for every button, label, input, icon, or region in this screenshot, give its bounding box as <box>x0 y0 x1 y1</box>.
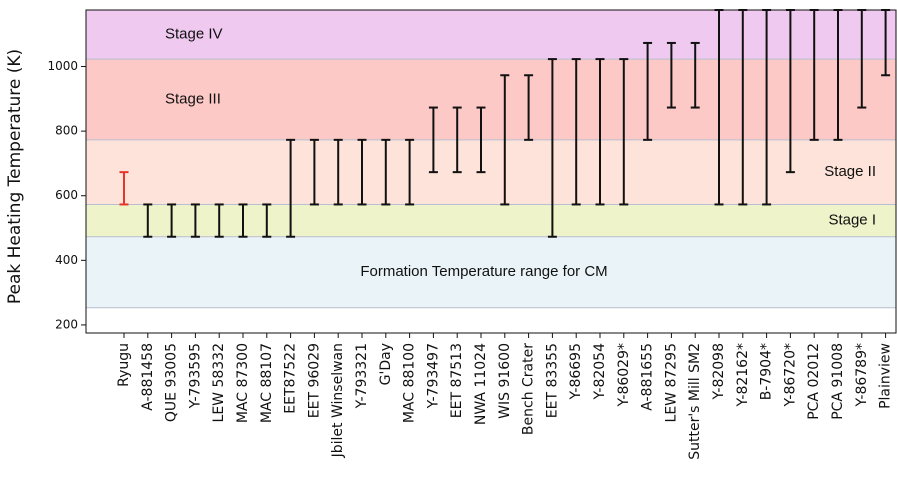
x-tick-label-1: A-881458 <box>140 343 156 411</box>
x-tick-label-15: NWA 11024 <box>473 343 489 425</box>
x-tick-label-31: Y-86789* <box>854 343 870 407</box>
x-tick-label-17: Bench Crater <box>521 343 537 435</box>
x-tick-label-14: EET 87513 <box>449 343 465 418</box>
x-tick-label-12: MAC 88100 <box>402 343 418 423</box>
y-tick-label-2: 600 <box>55 188 78 202</box>
error-bar-16 <box>500 74 510 206</box>
error-bar-19 <box>571 58 581 206</box>
error-bar-5 <box>238 203 248 238</box>
error-bar-3 <box>190 203 200 238</box>
error-bar-23 <box>666 41 676 109</box>
error-bar-11 <box>381 138 391 206</box>
band-1 <box>86 204 896 237</box>
error-bar-9 <box>333 138 343 206</box>
x-tick-label-18: EET 83355 <box>544 343 560 418</box>
band-2 <box>86 139 896 205</box>
y-axis-label-group: Peak Heating Temperature (K) <box>5 49 25 304</box>
error-bar-6 <box>262 203 272 238</box>
error-bar-24 <box>690 41 700 109</box>
y-tick-label-0: 200 <box>55 317 78 331</box>
x-tick-label-4: LEW 58332 <box>211 343 227 422</box>
x-tick-label-3: Y-793595 <box>187 343 203 409</box>
x-tick-label-10: Y-793321 <box>354 343 370 409</box>
error-bar-4 <box>214 203 224 238</box>
y-axis-label: Peak Heating Temperature (K) <box>5 49 25 304</box>
error-bars <box>119 9 891 238</box>
x-tick-label-22: A-881655 <box>640 343 656 411</box>
x-tick-label-28: Y-86720* <box>782 343 798 407</box>
band-3 <box>86 59 896 140</box>
error-bar-2 <box>167 203 177 238</box>
stage-bands: Formation Temperature range for CM Stage … <box>86 10 896 309</box>
x-tick-label-2: QUE 93005 <box>164 343 180 422</box>
x-tick-label-8: EET 96029 <box>306 343 322 418</box>
band-label-0: Formation Temperature range for CM <box>360 263 607 280</box>
error-bar-0 <box>119 171 129 206</box>
band-label-1: Stage I <box>828 212 876 229</box>
x-tick-label-27: B-7904* <box>759 343 775 400</box>
x-tick-label-0: Ryugu <box>116 343 132 387</box>
x-tick-label-5: MAC 87300 <box>235 343 251 423</box>
x-tick-label-19: Y-86695 <box>568 343 584 400</box>
error-bar-8 <box>309 138 319 206</box>
x-tick-label-9: Jbilet Winselwan <box>330 343 346 458</box>
x-tick-label-11: G'Day <box>378 343 394 385</box>
error-bar-20 <box>595 58 605 206</box>
band-label-4: Stage IV <box>165 26 223 43</box>
error-bar-22 <box>643 41 653 141</box>
error-bar-7 <box>286 138 296 238</box>
y-tick-label-1: 400 <box>55 253 78 267</box>
y-tick-label-3: 800 <box>55 124 78 138</box>
x-tick-label-20: Y-82054 <box>592 343 608 401</box>
x-tick-label-6: MAC 88107 <box>259 343 275 423</box>
x-tick-label-32: Plainview <box>878 343 894 409</box>
x-tick-label-24: Sutter's Mill SM2 <box>687 343 703 460</box>
error-bar-1 <box>143 203 153 238</box>
x-tick-label-13: Y-793497 <box>425 343 441 409</box>
y-tick-label-4: 1000 <box>47 59 78 73</box>
x-tick-label-29: PCA 02012 <box>806 343 822 420</box>
error-bar-15 <box>476 106 486 174</box>
x-tick-label-25: Y-82098 <box>711 343 727 400</box>
x-tick-label-26: Y-82162* <box>735 343 751 407</box>
band-label-2: Stage II <box>824 163 876 180</box>
band-4 <box>86 10 896 60</box>
error-bar-14 <box>452 106 462 174</box>
error-bar-10 <box>357 138 367 206</box>
x-tick-label-16: WIS 91600 <box>497 343 513 419</box>
band-label-3: Stage III <box>165 90 221 107</box>
band-0 <box>86 236 896 308</box>
x-tick-label-23: LEW 87295 <box>663 343 679 422</box>
x-tick-label-7: EET87522 <box>283 343 299 414</box>
x-tick-label-21: Y-86029* <box>616 343 632 407</box>
axes: 200 400 600 800 1000 Ryugu A-881458 QUE 93005 Y-… <box>47 9 897 460</box>
error-bar-21 <box>619 58 629 206</box>
error-bar-18 <box>547 58 557 238</box>
error-bar-17 <box>524 74 534 141</box>
x-tick-label-30: PCA 91008 <box>830 343 846 420</box>
error-bar-13 <box>428 106 438 174</box>
plot-frame <box>85 9 897 334</box>
error-bar-12 <box>405 138 415 206</box>
